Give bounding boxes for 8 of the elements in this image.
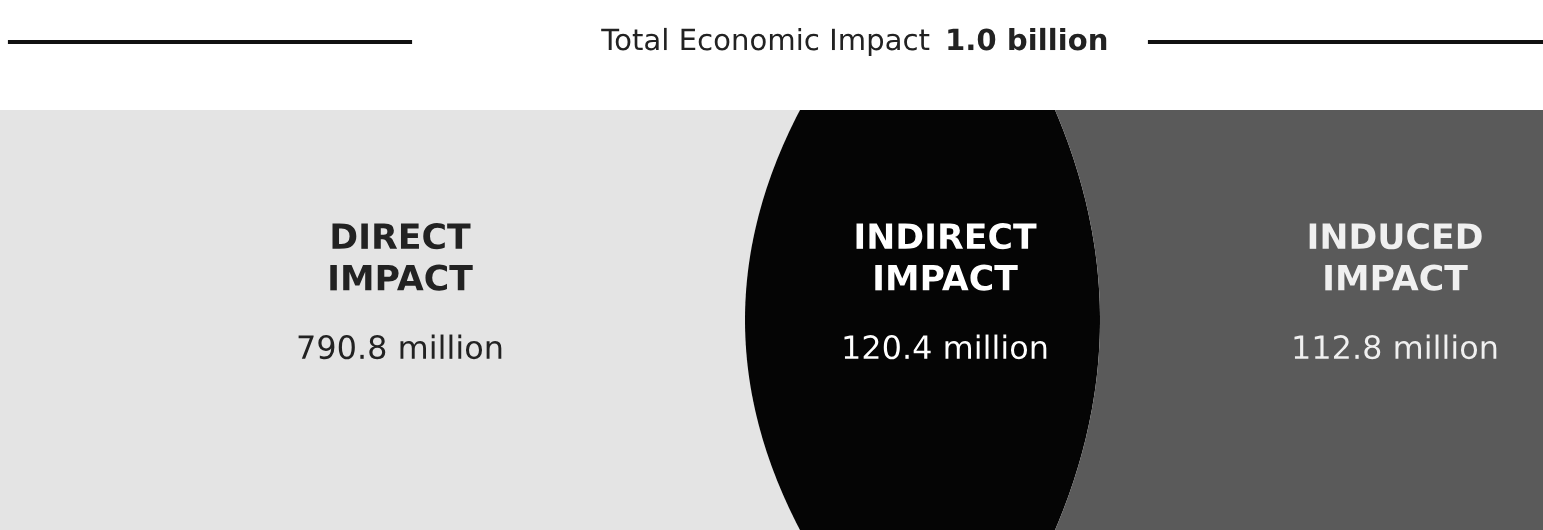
text: Total Economic Impact: [601, 27, 930, 57]
category-label: INDUCED IMPACT: [1309, 223, 1482, 291]
data-label: 790.8 million: [298, 334, 502, 360]
data-label: 120.4 million: [844, 334, 1047, 360]
category-label: DIRECT IMPACT: [330, 223, 473, 291]
text: 1.0 billion: [948, 27, 1107, 51]
category-label: INDIRECT IMPACT: [856, 223, 1037, 291]
data-label: 112.8 million: [1294, 334, 1497, 360]
